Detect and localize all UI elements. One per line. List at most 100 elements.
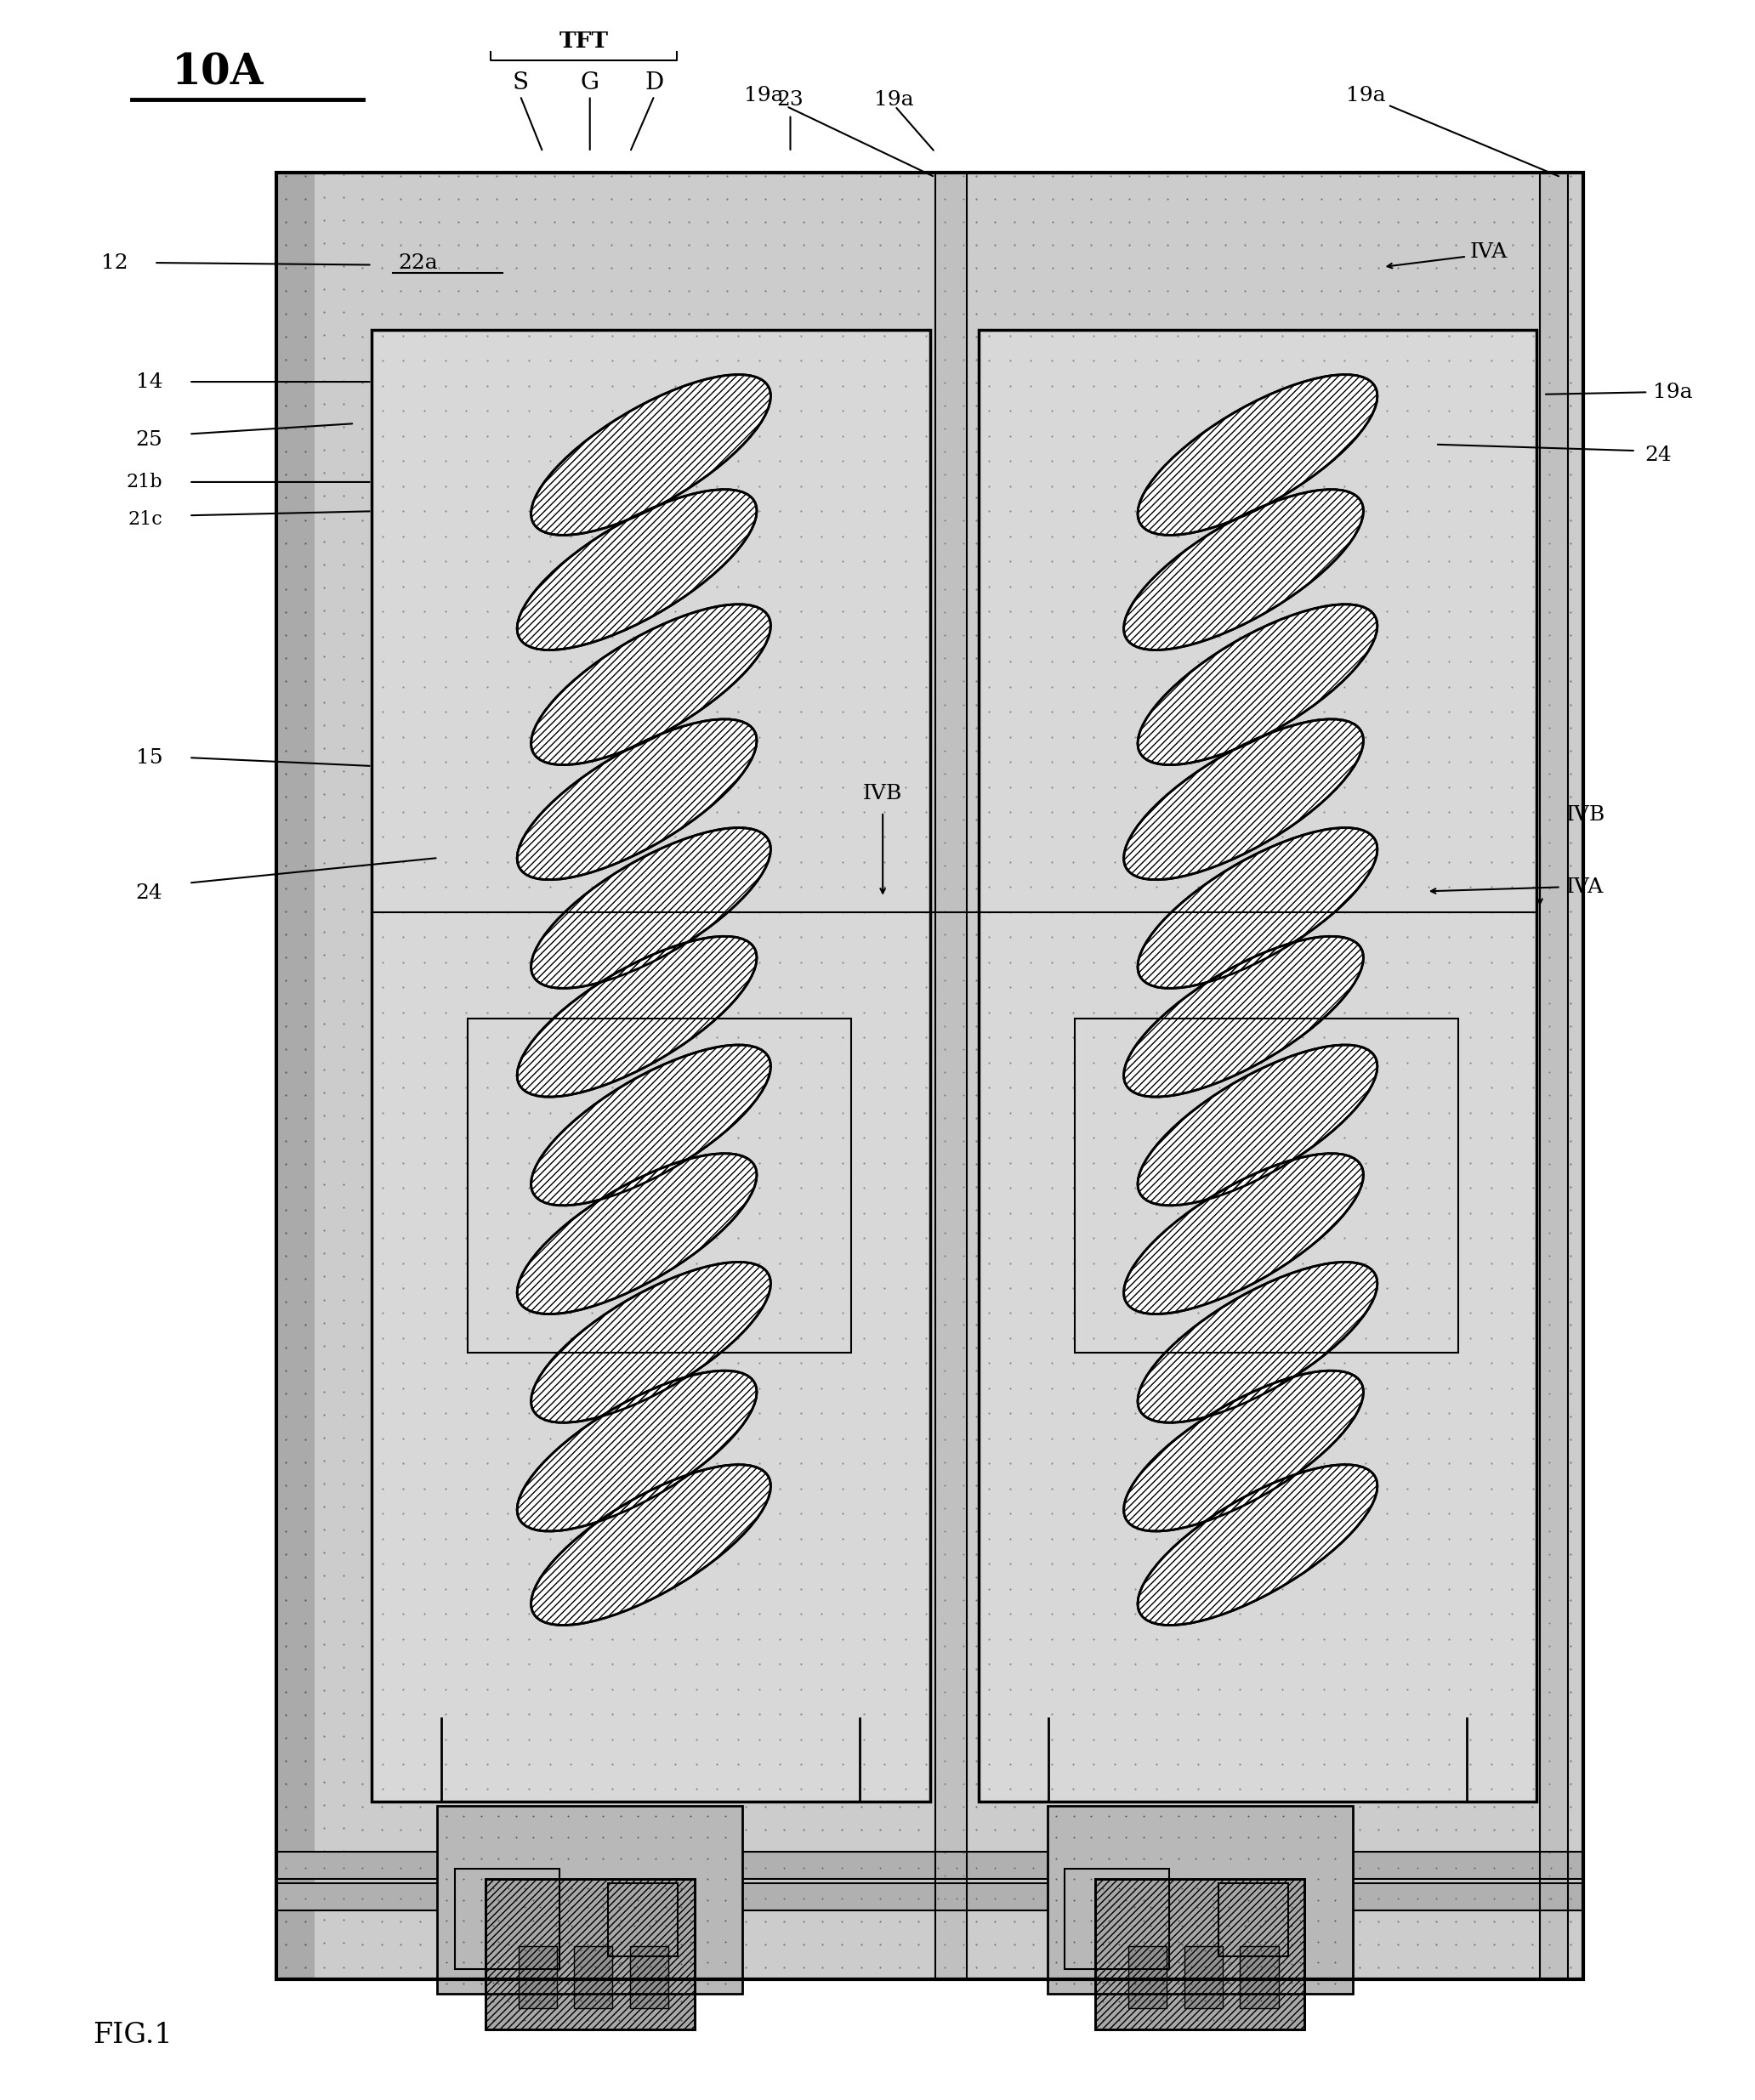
Point [1039, 435, 1067, 468]
Point [849, 1296, 878, 1329]
Point [713, 941, 741, 974]
Point [444, 1858, 472, 1892]
Point [942, 1606, 971, 1640]
Point [981, 1722, 1009, 1756]
Point [1557, 1010, 1585, 1044]
Ellipse shape [1137, 1262, 1378, 1422]
Point [272, 941, 300, 974]
Point [1557, 1789, 1585, 1823]
Point [1100, 720, 1128, 754]
Point [620, 2003, 648, 2037]
Point [272, 1401, 300, 1434]
Point [662, 1646, 690, 1680]
Point [1185, 544, 1213, 578]
Point [493, 1621, 521, 1655]
Point [425, 1789, 453, 1823]
Point [291, 1722, 319, 1756]
Point [1192, 1285, 1220, 1319]
Point [1499, 895, 1527, 928]
Point [923, 206, 951, 239]
Point [502, 1010, 530, 1044]
Point [1307, 802, 1336, 836]
Point [272, 1239, 300, 1273]
Point [444, 1331, 472, 1365]
Point [1288, 160, 1316, 193]
Point [330, 1147, 358, 1180]
Point [1020, 1951, 1048, 1985]
Point [1185, 1021, 1213, 1054]
Point [616, 1216, 644, 1250]
Point [272, 1445, 300, 1478]
Point [514, 869, 542, 903]
Point [981, 319, 1009, 353]
Point [502, 1926, 530, 1959]
Point [493, 1346, 521, 1380]
Point [949, 756, 978, 790]
Point [1536, 1653, 1564, 1686]
Point [1211, 1491, 1239, 1525]
Point [311, 1928, 339, 1961]
Point [848, 964, 876, 998]
Point [865, 229, 893, 262]
Point [1206, 470, 1234, 504]
Point [1097, 319, 1125, 353]
Point [744, 1321, 772, 1355]
Point [704, 1371, 732, 1405]
Point [1267, 1772, 1295, 1806]
Point [1457, 869, 1485, 903]
Point [751, 229, 779, 262]
Point [272, 504, 300, 538]
Point [848, 1170, 876, 1203]
Point [1078, 1768, 1106, 1802]
Point [770, 550, 799, 584]
Point [765, 945, 793, 979]
Point [1536, 687, 1564, 720]
Point [1422, 1560, 1450, 1594]
Point [1267, 771, 1295, 804]
Point [981, 1054, 1009, 1088]
Point [291, 342, 319, 376]
Point [1206, 720, 1234, 754]
Point [765, 620, 793, 653]
Point [1134, 1789, 1162, 1823]
Point [1230, 1401, 1258, 1434]
Point [1058, 1850, 1086, 1884]
Point [865, 1951, 893, 1985]
Point [683, 1096, 711, 1130]
Point [1415, 344, 1443, 378]
Point [493, 544, 521, 578]
Point [1479, 1928, 1508, 1961]
Point [1079, 796, 1107, 830]
Point [291, 1077, 319, 1111]
Point [713, 458, 741, 491]
Point [885, 1124, 913, 1157]
Point [1153, 504, 1181, 538]
Point [367, 1491, 395, 1525]
Point [995, 569, 1023, 603]
Point [1393, 569, 1422, 603]
Point [1441, 779, 1469, 813]
Point [1383, 964, 1411, 998]
Point [1286, 1905, 1314, 1938]
Point [865, 1560, 893, 1594]
Point [453, 995, 481, 1029]
Point [272, 687, 300, 720]
Point [1499, 1245, 1527, 1279]
Point [913, 670, 941, 704]
Point [1248, 746, 1276, 779]
Point [1267, 1646, 1295, 1680]
Point [1288, 1262, 1316, 1296]
Point [623, 1934, 651, 1968]
Point [367, 1858, 395, 1892]
Point [848, 1077, 876, 1111]
Point [444, 710, 472, 743]
Point [579, 1033, 607, 1067]
Point [930, 1676, 958, 1709]
Point [1116, 1308, 1144, 1342]
Point [1211, 1100, 1239, 1134]
Point [1000, 1768, 1028, 1802]
Point [662, 1296, 690, 1329]
Point [981, 1835, 1009, 1869]
Point [1037, 771, 1065, 804]
Point [598, 920, 627, 953]
